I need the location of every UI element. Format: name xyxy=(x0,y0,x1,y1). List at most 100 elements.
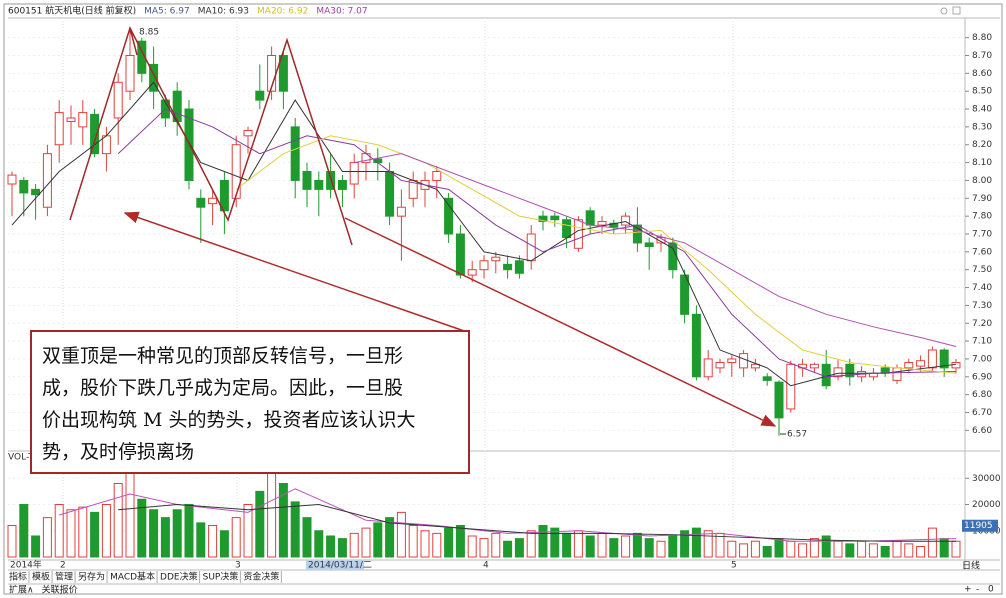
volume-bar xyxy=(916,546,926,558)
toolbar-right[interactable]: 0 xyxy=(988,585,994,595)
toolbar-button[interactable]: 资金决策 xyxy=(243,571,279,583)
volume-bar xyxy=(467,535,477,558)
candle-body xyxy=(573,219,583,249)
low-label: 6.57 xyxy=(787,430,807,440)
date-highlight xyxy=(306,560,364,570)
candle-body xyxy=(927,349,937,369)
volume-bar xyxy=(550,527,560,558)
toolbar-button[interactable]: DDE决策 xyxy=(160,571,198,583)
volume-marker: 11905 xyxy=(964,521,993,531)
y-tick-label: 7.00 xyxy=(972,354,992,364)
candle-body xyxy=(467,269,477,276)
volume-bar xyxy=(42,517,52,558)
toolbar-button[interactable]: 指标 xyxy=(9,571,27,583)
volume-bar xyxy=(691,527,701,558)
toolbar-right[interactable]: 日线 xyxy=(962,560,980,572)
y-tick-label: 7.10 xyxy=(972,337,992,347)
candle-body xyxy=(585,210,595,226)
candle-body xyxy=(691,313,701,378)
candle-body xyxy=(42,153,52,208)
toolbar-button[interactable]: 另存为 xyxy=(78,571,105,583)
volume-bar xyxy=(479,538,489,558)
volume-bar xyxy=(396,511,406,558)
candle-body xyxy=(278,54,288,92)
y-tick-label: 7.70 xyxy=(972,230,992,240)
volume-bar xyxy=(196,522,206,558)
candle-body xyxy=(621,215,631,226)
candle-body xyxy=(7,174,17,185)
volume-bar xyxy=(597,532,607,558)
candle-body xyxy=(514,260,524,274)
volume-bar xyxy=(373,522,383,558)
candle-body xyxy=(526,233,536,262)
volume-bar xyxy=(408,525,418,558)
y-tick-label: 6.70 xyxy=(972,408,992,418)
volume-bar xyxy=(78,506,88,558)
volume-bar xyxy=(526,530,536,558)
volume-bar xyxy=(774,538,784,558)
toolbar-button[interactable]: 模板 xyxy=(32,571,50,583)
candle-body xyxy=(562,219,572,239)
candle-body xyxy=(597,221,607,226)
candle-body xyxy=(680,274,690,315)
toolbar-right[interactable]: - xyxy=(976,585,979,595)
volume-bar xyxy=(385,517,395,558)
volume-bar xyxy=(821,535,831,558)
volume-bar xyxy=(278,483,288,558)
candle-body xyxy=(833,367,843,378)
volume-bar xyxy=(31,535,41,558)
candle-body xyxy=(326,171,336,190)
volume-bar xyxy=(609,538,619,558)
y-tick-label: 7.50 xyxy=(972,265,992,275)
candle-body xyxy=(113,81,123,119)
volume-bar xyxy=(90,511,100,558)
header-text: MA10: 6.93 xyxy=(198,7,249,17)
footer-tab[interactable]: 扩展∧ xyxy=(9,584,34,596)
y-tick-label: 8.50 xyxy=(972,87,992,97)
volume-bar xyxy=(632,532,642,558)
arrow xyxy=(123,211,471,334)
volume-bar xyxy=(113,483,123,558)
volume-bar xyxy=(491,532,501,558)
volume-bar xyxy=(302,517,312,558)
candle-body xyxy=(219,179,229,212)
volume-bar xyxy=(798,543,808,558)
toolbar-right[interactable]: + xyxy=(964,585,972,595)
toolbar-button[interactable]: 管理 xyxy=(55,571,73,583)
y-tick-label: 7.90 xyxy=(972,194,992,204)
volume-bar xyxy=(833,540,843,558)
annotation-line: 价出现构筑 M 头的势头，投资者应该认识大 xyxy=(42,409,416,431)
volume-bar xyxy=(432,532,442,558)
candle-body xyxy=(939,349,949,369)
volume-bar xyxy=(66,509,76,558)
volume-bar xyxy=(184,504,194,558)
ma-line xyxy=(11,81,957,387)
volume-bar xyxy=(727,540,737,558)
footer-tab[interactable]: 关联报价 xyxy=(42,584,78,596)
annotation-box: 双重顶是一种常见的顶部反转信号，一旦形 成，股价下跌几乎成为定局。因此，一旦股 价出… xyxy=(30,330,470,474)
candle-body xyxy=(455,233,465,276)
candle-body xyxy=(302,171,312,190)
toolbar-button[interactable]: SUP决策 xyxy=(203,571,239,583)
candle-body xyxy=(314,179,324,190)
volume-bar xyxy=(101,504,111,558)
icon[interactable] xyxy=(952,6,961,15)
candle-body xyxy=(54,112,64,146)
volume-bar xyxy=(892,540,902,558)
candle-body xyxy=(809,363,819,369)
volume-bar xyxy=(680,530,690,558)
candle-body xyxy=(432,171,442,181)
y-tick-label: 8.00 xyxy=(972,176,992,186)
volume-bar xyxy=(868,543,878,558)
y-tick-label: 8.80 xyxy=(972,33,992,43)
volume-bar xyxy=(845,543,855,558)
candle-body xyxy=(762,376,772,381)
candle-body xyxy=(78,112,88,128)
toolbar-button[interactable]: MACD基本 xyxy=(110,571,155,583)
candle-body xyxy=(255,90,265,101)
header-text: MA30: 7.07 xyxy=(316,7,367,17)
volume-bar xyxy=(739,543,749,558)
volume-bar xyxy=(290,501,300,558)
icon[interactable] xyxy=(940,7,948,15)
